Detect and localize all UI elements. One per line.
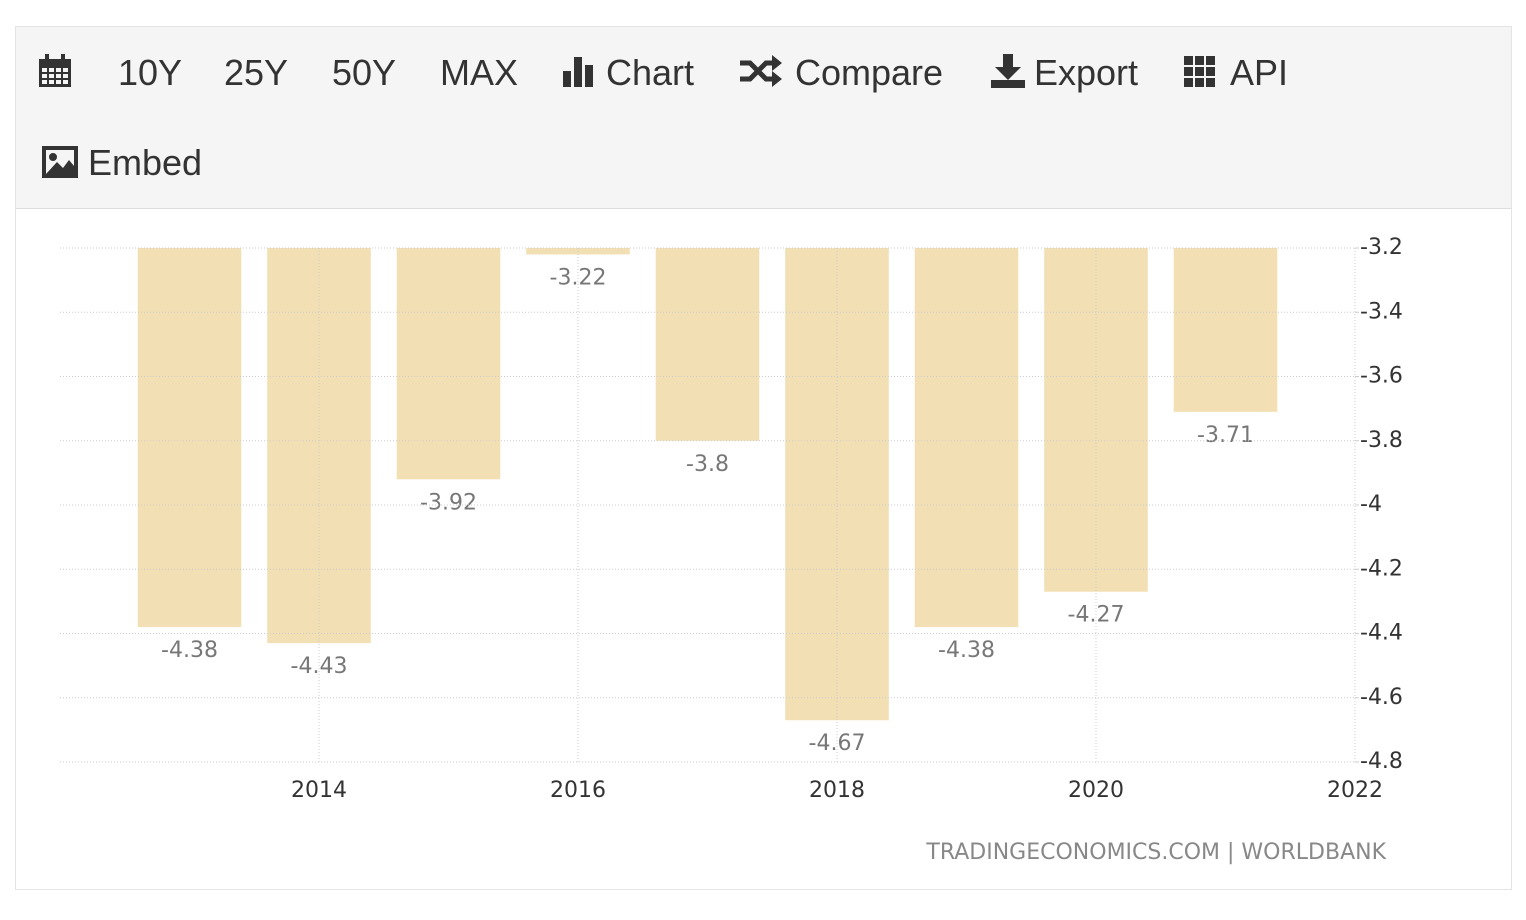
range-button[interactable]: MAX [440, 52, 519, 93]
api-button[interactable]: API [1230, 52, 1289, 93]
x-tick-label: 2014 [291, 778, 347, 803]
y-tick-label: -3.2 [1360, 235, 1403, 260]
embed-button[interactable]: Embed [88, 142, 203, 183]
y-tick-label: -4.2 [1360, 556, 1403, 581]
range-button[interactable]: 50Y [332, 52, 397, 93]
compare-icon [740, 55, 782, 87]
value-label: -3.71 [1197, 423, 1254, 448]
toolbar: 10Y 25Y 50Y MAX Chart Compare Export API… [16, 27, 1511, 209]
value-label: -3.92 [420, 490, 477, 515]
range-button[interactable]: 10Y [118, 52, 183, 93]
value-label: -4.38 [938, 638, 995, 663]
value-label: -4.43 [291, 654, 348, 679]
y-tick-label: -4.8 [1360, 749, 1403, 774]
range-button[interactable]: 25Y [224, 52, 289, 93]
chart-button[interactable]: Chart [606, 52, 695, 93]
embed-icon [42, 146, 78, 178]
chart-icon [563, 57, 593, 87]
x-tick-label: 2020 [1068, 778, 1124, 803]
value-label: -4.38 [161, 638, 218, 663]
x-tick-label: 2016 [550, 778, 606, 803]
value-label: -3.8 [686, 452, 729, 477]
y-tick-label: -3.4 [1360, 299, 1403, 324]
bar [396, 248, 501, 480]
bar [914, 248, 1019, 628]
export-icon [991, 54, 1025, 88]
export-button[interactable]: Export [1034, 52, 1139, 93]
x-tick-label: 2022 [1327, 778, 1383, 803]
y-tick-label: -4.4 [1360, 621, 1403, 646]
bar [1173, 248, 1278, 412]
bar [655, 248, 760, 441]
chart-container [15, 26, 1512, 890]
y-tick-label: -3.8 [1360, 428, 1403, 453]
compare-button[interactable]: Compare [795, 52, 944, 93]
y-tick-label: -4.6 [1360, 685, 1403, 710]
calendar-icon[interactable] [38, 53, 72, 89]
bar [267, 248, 371, 644]
bar [137, 248, 242, 628]
api-icon [1184, 56, 1215, 87]
x-tick-label: 2018 [809, 778, 865, 803]
y-tick-label: -4 [1360, 492, 1382, 517]
bar [785, 248, 889, 721]
source-label: TRADINGECONOMICS.COM | WORLDBANK [925, 840, 1386, 865]
y-tick-label: -3.6 [1360, 364, 1403, 389]
